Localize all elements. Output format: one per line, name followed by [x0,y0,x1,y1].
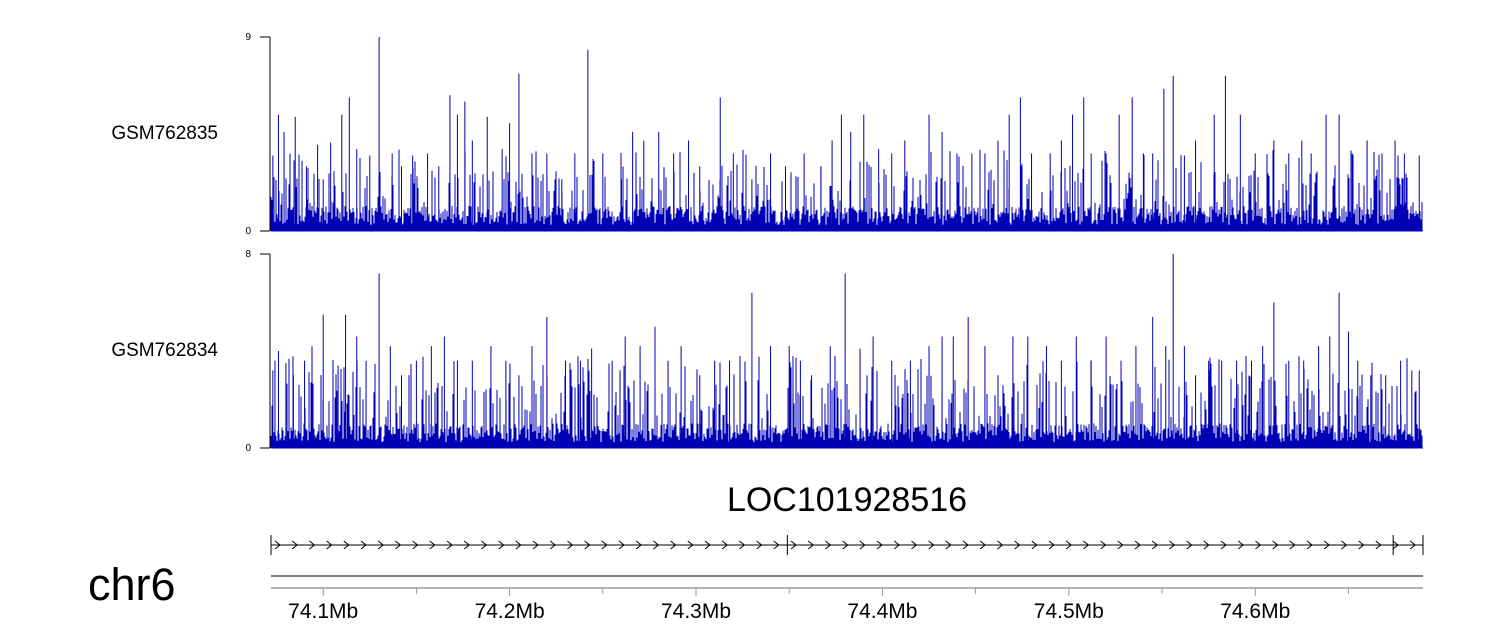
chromosome-label: chr6 [88,559,176,610]
axis-tick-label: 74.6Mb [1220,600,1290,623]
strand-arrow [876,540,883,550]
strand-arrow [1083,540,1090,550]
track-gsm762834: GSM762834 8 0 [111,249,1423,454]
strand-arrow [756,540,763,550]
strand-arrow [1289,540,1296,550]
strand-arrow [997,540,1004,550]
strand-arrow [412,540,419,550]
strand-arrow [549,540,557,550]
strand-arrow [721,540,729,550]
strand-arrow [807,540,815,550]
strand-arrow [1134,540,1141,550]
strand-arrow [1392,540,1399,550]
strand-arrow [515,540,522,550]
strand-arrow [704,540,711,550]
strand-arrow [1065,540,1073,550]
strand-arrow [395,540,402,550]
strand-arrow [463,540,471,550]
axis-tick-label: 74.5Mb [1034,600,1104,623]
strand-arrow [739,540,746,550]
axis-tick-label: 74.1Mb [288,600,358,623]
y-tick-label-max: 9 [245,32,251,43]
genome-axis-ticks: 74.1Mb 74.2Mb 74.3Mb 74.4Mb 74.5Mb 74.6Mb [288,588,1349,623]
strand-arrow [1272,540,1279,550]
axis-tick-label: 74.4Mb [847,600,917,623]
strand-arrow [1255,540,1262,550]
strand-arrow [670,540,677,550]
track-label-gsm762834: GSM762834 [111,340,218,361]
strand-arrow [653,540,660,550]
y-tick-label-max: 8 [245,249,251,260]
strand-arrow [377,540,385,550]
strand-arrow [859,540,866,550]
strand-arrow [1341,540,1348,550]
strand-arrow [291,540,299,550]
strand-arrow [343,540,350,550]
track-label-gsm762835: GSM762835 [111,123,218,144]
strand-arrow [1169,540,1176,550]
strand-arrow [1186,540,1193,550]
strand-arrow [773,540,780,550]
strand-arrow [309,540,316,550]
strand-arrow [1014,540,1021,550]
strand-arrow [601,540,608,550]
strand-arrow [945,540,952,550]
strand-arrow [962,540,969,550]
strand-arrow [1203,540,1210,550]
strand-arrow [1323,540,1331,550]
strand-arrow [1358,540,1365,550]
strand-arrow [498,540,505,550]
signal-bars-gsm762835 [270,37,1423,232]
strand-arrow [825,540,832,550]
gene-label: LOC101928516 [727,481,967,519]
strand-arrow [1306,540,1313,550]
strand-arrow [481,540,488,550]
gene-track: LOC101928516 [270,481,1424,555]
strand-arrow [928,540,935,550]
strand-arrow [618,540,625,550]
strand-arrow [842,540,849,550]
strand-arrow [429,540,436,550]
axis-tick-label: 74.3Mb [661,600,731,623]
strand-arrow [567,540,574,550]
genome-axis: chr6 74.1Mb 74.2Mb 74.3Mb 74.4Mb 74.5Mb 74.6M… [88,559,1423,623]
strand-arrow [687,540,694,550]
strand-arrow [360,540,367,550]
track-gsm762835: GSM762835 9 0 [111,32,1423,237]
strand-arrow [1375,540,1382,550]
strand-arrow [1048,540,1055,550]
strand-arrow [979,540,987,550]
strand-arrow [1237,540,1245,550]
signal-bars-gsm762834 [270,254,1423,449]
strand-arrow [1409,540,1417,550]
strand-arrow [790,540,797,550]
strand-arrow [1031,540,1038,550]
y-tick-label-min: 0 [245,443,251,454]
strand-arrow [635,540,643,550]
gene-structure [270,535,1424,555]
strand-arrow [532,540,539,550]
strand-arrow [446,540,453,550]
strand-arrow [911,540,918,550]
strand-arrow [274,540,281,550]
strand-arrow [584,540,591,550]
strand-arrow [326,540,333,550]
axis-tick-label: 74.2Mb [475,600,545,623]
strand-arrow [1220,540,1227,550]
strand-arrow [893,540,901,550]
strand-arrow [1117,540,1124,550]
y-tick-label-min: 0 [245,226,251,237]
strand-arrow [1100,540,1107,550]
strand-arrow [1151,540,1159,550]
